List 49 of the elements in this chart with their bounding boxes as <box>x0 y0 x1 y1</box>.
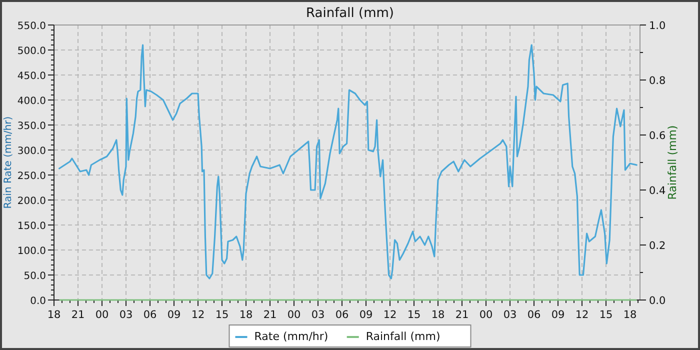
y-tick-label: 300.0 <box>17 146 46 157</box>
x-tick-label: 06 <box>335 309 349 321</box>
y2-tick-label: 0.4 <box>649 185 666 197</box>
x-tick-label: 12 <box>383 309 397 321</box>
y-tick-label: 350.0 <box>17 121 46 132</box>
legend-label: Rainfall (mm) <box>366 330 440 343</box>
x-tick-label: 21 <box>263 309 277 321</box>
x-tick-label: 06 <box>143 309 157 321</box>
x-tick-label: 18 <box>47 309 61 321</box>
x-tick-label: 18 <box>623 309 637 321</box>
x-tick-label: 12 <box>191 309 205 321</box>
y2-tick-label: 0.0 <box>649 295 666 307</box>
y-tick-label: 250.0 <box>17 171 46 182</box>
y2-tick-label: 0.6 <box>649 130 666 142</box>
y-tick-label: 200.0 <box>17 196 46 207</box>
x-tick-label: 12 <box>575 309 589 321</box>
x-tick-label: 21 <box>455 309 469 321</box>
y2-tick-label: 0.8 <box>649 75 666 87</box>
chart-title: Rainfall (mm) <box>306 6 394 21</box>
y-tick-label: 50.0 <box>24 271 46 282</box>
x-tick-label: 00 <box>95 309 109 321</box>
x-tick-label: 00 <box>287 309 301 321</box>
x-tick-label: 15 <box>407 309 421 321</box>
x-tick-label: 00 <box>479 309 493 321</box>
y-tick-label: 550.0 <box>17 21 46 32</box>
x-tick-label: 09 <box>167 309 181 321</box>
y-tick-label: 150.0 <box>17 221 46 232</box>
x-tick-label: 18 <box>431 309 445 321</box>
x-tick-label: 21 <box>71 309 85 321</box>
x-tick-label: 09 <box>551 309 565 321</box>
x-tick-label: 15 <box>215 309 229 321</box>
y-tick-label: 100.0 <box>17 246 46 257</box>
y-tick-label: 0.0 <box>30 296 46 307</box>
x-tick-label: 03 <box>311 309 325 321</box>
y-tick-label: 400.0 <box>17 96 46 107</box>
y-tick-label: 500.0 <box>17 46 46 57</box>
y2-axis-title: Rainfall (mm) <box>666 125 679 200</box>
y-tick-label: 450.0 <box>17 71 46 82</box>
x-tick-label: 03 <box>119 309 133 321</box>
x-tick-label: 03 <box>503 309 517 321</box>
line-series <box>58 44 638 280</box>
legend-label: Rate (mm/hr) <box>254 330 328 343</box>
y2-tick-label: 0.2 <box>649 240 666 252</box>
y-axis-title: Rain Rate (mm/hr) <box>3 116 14 209</box>
y2-tick-label: 1.0 <box>649 20 666 32</box>
x-tick-label: 15 <box>599 309 613 321</box>
x-tick-label: 18 <box>239 309 253 321</box>
x-tick-label: 09 <box>359 309 373 321</box>
x-tick-label: 06 <box>527 309 541 321</box>
